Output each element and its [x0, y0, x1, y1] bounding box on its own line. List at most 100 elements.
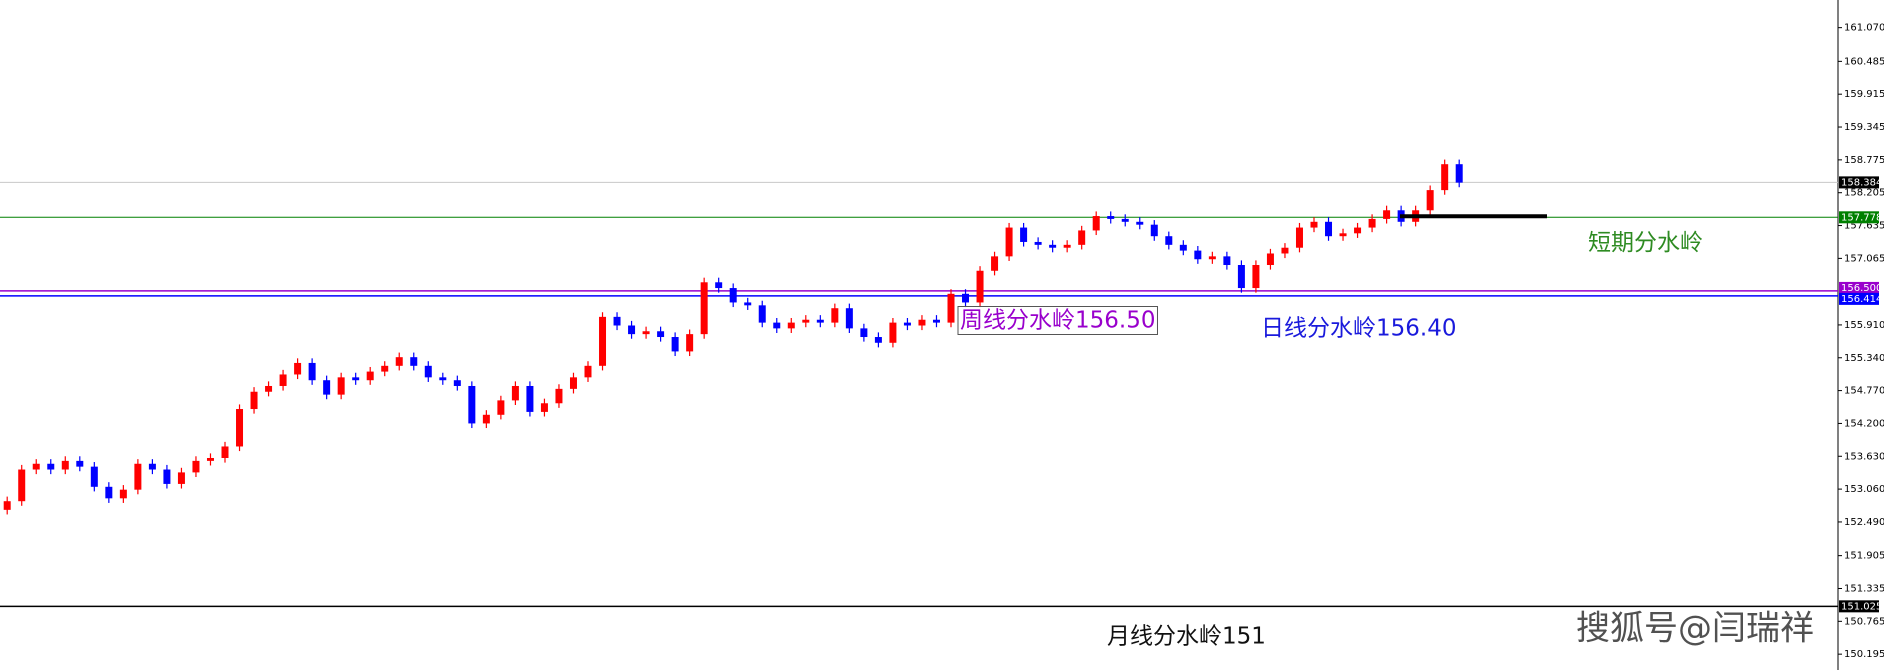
candle-body [947, 293, 955, 323]
level-box [1839, 176, 1879, 189]
candle-body [424, 365, 432, 378]
candle-body [308, 362, 316, 381]
y-tick-label: 157.065 [1844, 253, 1884, 264]
y-tick-label: 154.200 [1844, 418, 1884, 429]
candle-body [105, 486, 113, 499]
candle-body [1179, 244, 1187, 251]
candle-body [991, 256, 999, 271]
watermark: 搜狐号@闫瑞祥 [1576, 609, 1814, 649]
candle-body [337, 377, 345, 395]
candle-body [1252, 265, 1260, 289]
candle-body [206, 457, 214, 461]
level-label: 157.778 [1841, 212, 1882, 223]
candle-body [1005, 227, 1013, 257]
candle-body [976, 270, 984, 303]
candle-body [395, 357, 403, 366]
candle-body [3, 501, 11, 510]
candle-body [453, 380, 461, 386]
annotation: 月线分水岭151 [1107, 624, 1266, 650]
candle-body [47, 463, 55, 470]
candle-body [918, 319, 926, 326]
candle-body [613, 316, 621, 326]
candle-body [1266, 253, 1274, 266]
y-tick-label: 151.335 [1844, 583, 1884, 594]
candle-body [729, 288, 737, 303]
level-label: 158.384 [1841, 177, 1882, 188]
candle-body [1368, 218, 1376, 228]
candle-body [221, 446, 229, 458]
candle-body [1354, 227, 1362, 234]
candle-body [569, 377, 577, 389]
candle-body [1441, 164, 1449, 191]
y-tick-label: 155.910 [1844, 320, 1884, 331]
candle-body [1339, 233, 1347, 237]
y-tick-label: 154.770 [1844, 386, 1884, 397]
candle-body [148, 463, 156, 470]
candle-body [61, 460, 69, 470]
candle-body [700, 282, 708, 335]
candle-body [497, 400, 505, 415]
annotation: 日线分水岭156.40 [1261, 316, 1456, 342]
candle-body [134, 463, 142, 490]
candle-body [802, 319, 810, 323]
candle-body [32, 463, 40, 470]
candle-body [323, 380, 331, 395]
candle-body [1107, 216, 1115, 219]
candle-body [526, 385, 534, 412]
candle-body [889, 322, 897, 343]
candle-body [773, 322, 781, 329]
annotation: 周线分水岭156.50 [960, 308, 1155, 334]
candle-body [352, 377, 360, 381]
candle-body [657, 331, 665, 338]
level-box [1839, 281, 1879, 294]
candle-body [1136, 221, 1144, 225]
y-tick-label: 157.635 [1844, 221, 1884, 232]
candle-body [1237, 265, 1245, 289]
candle-body [1063, 244, 1071, 248]
candle-body [265, 385, 273, 392]
candle-body [192, 460, 200, 473]
candle-body [845, 308, 853, 329]
candle-body [1383, 210, 1391, 219]
candle-body [628, 325, 636, 335]
y-tick-label: 151.905 [1844, 551, 1884, 562]
y-tick-label: 158.775 [1844, 155, 1884, 166]
level-label: 151.025 [1841, 601, 1882, 612]
candle-body [1208, 256, 1216, 260]
level-label: 156.500 [1841, 283, 1882, 294]
candle-body [787, 322, 795, 329]
candle-body [1194, 250, 1202, 260]
candle-body [874, 337, 882, 343]
candle-body [744, 302, 752, 306]
candle-body [1078, 230, 1086, 245]
candle-body [1295, 227, 1303, 248]
candle-body [831, 308, 839, 323]
candle-body [439, 377, 447, 381]
annotation: 短期分水岭 [1588, 230, 1703, 256]
candle-body [366, 371, 374, 381]
candle-body [686, 334, 694, 352]
candle-body [294, 362, 302, 375]
candle-body [1165, 236, 1173, 245]
candle-body [381, 365, 389, 372]
annotation-box [957, 306, 1158, 335]
y-tick-label: 155.340 [1844, 353, 1884, 364]
candle-body [1281, 247, 1289, 254]
level-label: 156.414 [1841, 294, 1882, 305]
candle-body [482, 414, 490, 424]
y-tick-label: 159.915 [1844, 89, 1884, 100]
y-tick-label: 160.485 [1844, 56, 1884, 67]
candle-body [410, 357, 418, 366]
candle-body [1034, 241, 1042, 245]
y-tick-label: 150.765 [1844, 616, 1884, 627]
candle-body [468, 385, 476, 424]
y-tick-label: 159.345 [1844, 122, 1884, 133]
candle-body [540, 403, 548, 412]
candle-body [119, 489, 127, 499]
candle-body [90, 466, 98, 487]
level-box [1839, 600, 1879, 613]
candle-body [236, 409, 244, 447]
candle-body [18, 469, 26, 502]
